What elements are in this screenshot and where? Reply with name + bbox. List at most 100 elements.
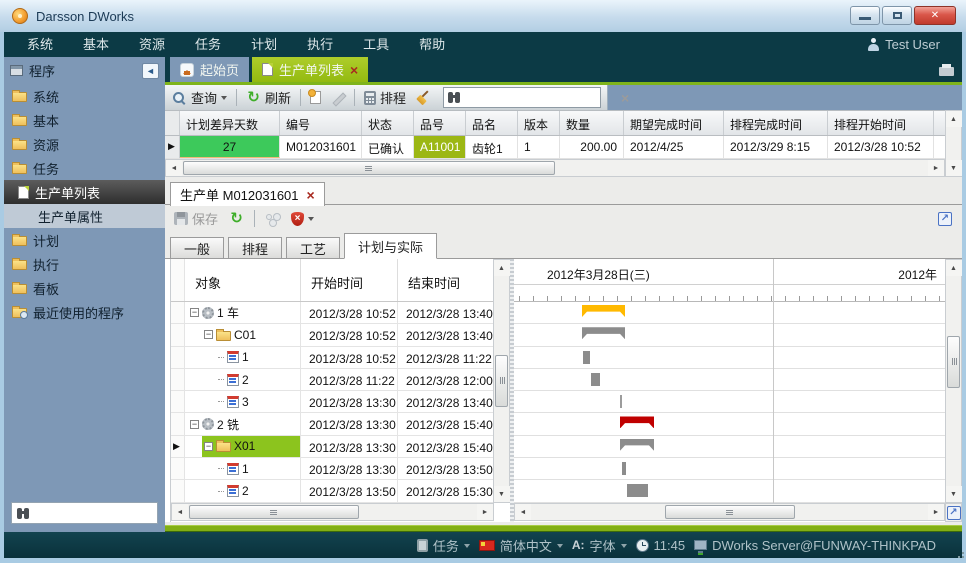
refresh-detail-button[interactable]: ↻ [226, 208, 247, 229]
sidebar-item-1[interactable]: 基本 [4, 108, 165, 132]
gantt-bar-task[interactable] [627, 484, 648, 498]
tab-0[interactable]: 起始页 [170, 57, 250, 82]
tree-row-0[interactable]: − 1 车 2012/3/28 10:52 2012/3/28 13:40 [171, 302, 510, 325]
detail-document-tab[interactable]: 生产单 M012031601 × [170, 182, 325, 206]
status-language-menu[interactable]: 简体中文 [478, 536, 563, 555]
sidebar-item-8[interactable]: 看板 [4, 276, 165, 300]
tree-row-7[interactable]: 1 2012/3/28 13:30 2012/3/28 13:50 [171, 458, 510, 481]
detail-tab-2[interactable]: 工艺 [286, 237, 341, 258]
collapse-expander-icon[interactable]: − [190, 307, 199, 318]
gantt-bar-summary[interactable] [582, 305, 625, 317]
scrollbar-thumb[interactable] [664, 505, 795, 519]
resize-grip[interactable] [958, 556, 960, 558]
column-header-9[interactable]: 排程开始时间 [828, 111, 934, 135]
menu-item-3[interactable]: 任务 [195, 37, 222, 52]
sidebar-search-input[interactable] [31, 505, 190, 521]
scroll-right-arrow[interactable]: ► [477, 504, 493, 520]
menu-item-1[interactable]: 基本 [83, 37, 110, 52]
sidebar-item-0[interactable]: 系统 [4, 84, 165, 108]
edit-button[interactable] [328, 87, 348, 108]
scrollbar-thumb[interactable] [947, 336, 960, 388]
scroll-right-arrow[interactable]: ► [928, 504, 944, 520]
minimize-button[interactable] [850, 6, 880, 25]
flow-button[interactable] [262, 208, 283, 229]
column-header-6[interactable]: 数量 [560, 111, 624, 135]
gantt-vertical-scrollbar[interactable]: ▲ ▼ [945, 259, 962, 503]
status-font-menu[interactable]: A: 字体 [572, 536, 627, 555]
close-icon[interactable]: × [306, 186, 315, 203]
splitter-handle[interactable] [510, 259, 514, 522]
clear-search-icon[interactable]: × [621, 89, 630, 106]
scroll-up-arrow[interactable]: ▲ [945, 111, 962, 127]
tree-column-header-1[interactable]: 开始时间 [301, 259, 398, 301]
clean-button[interactable] [413, 87, 434, 108]
gantt-popout-button[interactable]: ↗ [945, 503, 962, 522]
scroll-down-arrow[interactable]: ▼ [945, 486, 962, 502]
gantt-bar-task[interactable] [591, 372, 600, 386]
tree-row-8[interactable]: 2 2012/3/28 13:50 2012/3/28 15:30 [171, 480, 510, 503]
popout-button[interactable]: ↗ [938, 208, 952, 226]
gantt-bar-task[interactable] [583, 350, 590, 364]
gantt-bar-summary[interactable] [582, 327, 625, 339]
sidebar-collapse-button[interactable]: ◄ [142, 62, 159, 79]
sidebar-item-7[interactable]: 执行 [4, 252, 165, 276]
detail-tab-3[interactable]: 计划与实际 [344, 233, 438, 259]
sidebar-item-5[interactable]: 生产单属性 [4, 204, 165, 228]
tree-horizontal-scrollbar[interactable]: ◄ ► [171, 503, 494, 521]
tree-row-5[interactable]: − 2 铣 2012/3/28 13:30 2012/3/28 15:40 [171, 413, 510, 436]
new-button[interactable] [307, 87, 324, 108]
table-row[interactable]: ▶ 27 M012031601 已确认 A11001 齿轮1 1 200.00 2012/4/2… [165, 136, 945, 159]
column-header-3[interactable]: 品号 [414, 111, 466, 135]
tree-column-header-0[interactable]: 对象 [185, 259, 301, 301]
refresh-button[interactable]: ↻ 刷新 [243, 87, 294, 108]
tree-row-4[interactable]: 3 2012/3/28 13:30 2012/3/28 13:40 [171, 391, 510, 414]
schedule-button[interactable]: 排程 [361, 87, 409, 108]
gantt-horizontal-scrollbar[interactable]: ◄ ► [514, 503, 945, 521]
sidebar-item-6[interactable]: 计划 [4, 228, 165, 252]
menu-item-0[interactable]: 系统 [27, 37, 54, 52]
scroll-right-arrow[interactable]: ► [928, 160, 944, 176]
menu-item-7[interactable]: 帮助 [419, 37, 446, 52]
column-header-4[interactable]: 品名 [466, 111, 518, 135]
status-task-menu[interactable]: 任务 [416, 536, 470, 555]
collapse-expander-icon[interactable]: − [204, 440, 213, 451]
collapse-expander-icon[interactable]: − [190, 418, 199, 429]
gantt-bar-task[interactable] [622, 462, 626, 476]
sidebar-item-2[interactable]: 资源 [4, 132, 165, 156]
cancel-confirm-button[interactable]: × [288, 208, 317, 229]
restore-button[interactable] [882, 6, 912, 25]
detail-tab-0[interactable]: 一般 [170, 237, 225, 258]
sidebar-item-3[interactable]: 任务 [4, 156, 165, 180]
grid-vertical-scrollbar[interactable]: ▲ ▼ [945, 110, 962, 177]
tree-column-header-2[interactable]: 结束时间 [398, 259, 494, 301]
user-indicator[interactable]: Test User [867, 32, 940, 57]
scroll-left-arrow[interactable]: ◄ [515, 504, 531, 520]
column-header-5[interactable]: 版本 [518, 111, 560, 135]
column-header-2[interactable]: 状态 [362, 111, 414, 135]
menu-item-2[interactable]: 资源 [139, 37, 166, 52]
column-header-1[interactable]: 编号 [280, 111, 362, 135]
gantt-bar-task[interactable] [620, 395, 622, 409]
scroll-down-arrow[interactable]: ▼ [945, 160, 962, 176]
save-button[interactable]: 保存 [171, 208, 221, 229]
menu-item-5[interactable]: 执行 [307, 37, 334, 52]
scroll-left-arrow[interactable]: ◄ [172, 504, 188, 520]
collapse-expander-icon[interactable]: − [204, 329, 213, 340]
menu-item-4[interactable]: 计划 [251, 37, 278, 52]
column-header-0[interactable]: 计划差异天数 [180, 111, 280, 135]
detail-tab-1[interactable]: 排程 [228, 237, 283, 258]
close-button[interactable]: ✕ [914, 6, 956, 25]
column-header-7[interactable]: 期望完成时间 [624, 111, 724, 135]
scrollbar-thumb[interactable] [495, 355, 508, 407]
scroll-left-arrow[interactable]: ◄ [166, 160, 182, 176]
scrollbar-thumb[interactable] [189, 505, 359, 519]
tree-row-3[interactable]: 2 2012/3/28 11:22 2012/3/28 12:00 [171, 368, 510, 392]
scrollbar-thumb[interactable] [183, 161, 555, 175]
tree-row-2[interactable]: 1 2012/3/28 10:52 2012/3/28 11:22 [171, 346, 510, 369]
print-icon[interactable] [939, 63, 954, 81]
gantt-bar-summary[interactable] [620, 439, 654, 451]
tab-1[interactable]: 生产单列表 × [252, 57, 369, 82]
gantt-bar-summary[interactable] [620, 416, 654, 428]
sidebar-item-9[interactable]: 最近使用的程序 [4, 300, 165, 324]
grid-horizontal-scrollbar[interactable]: ◄ ► [165, 159, 945, 177]
